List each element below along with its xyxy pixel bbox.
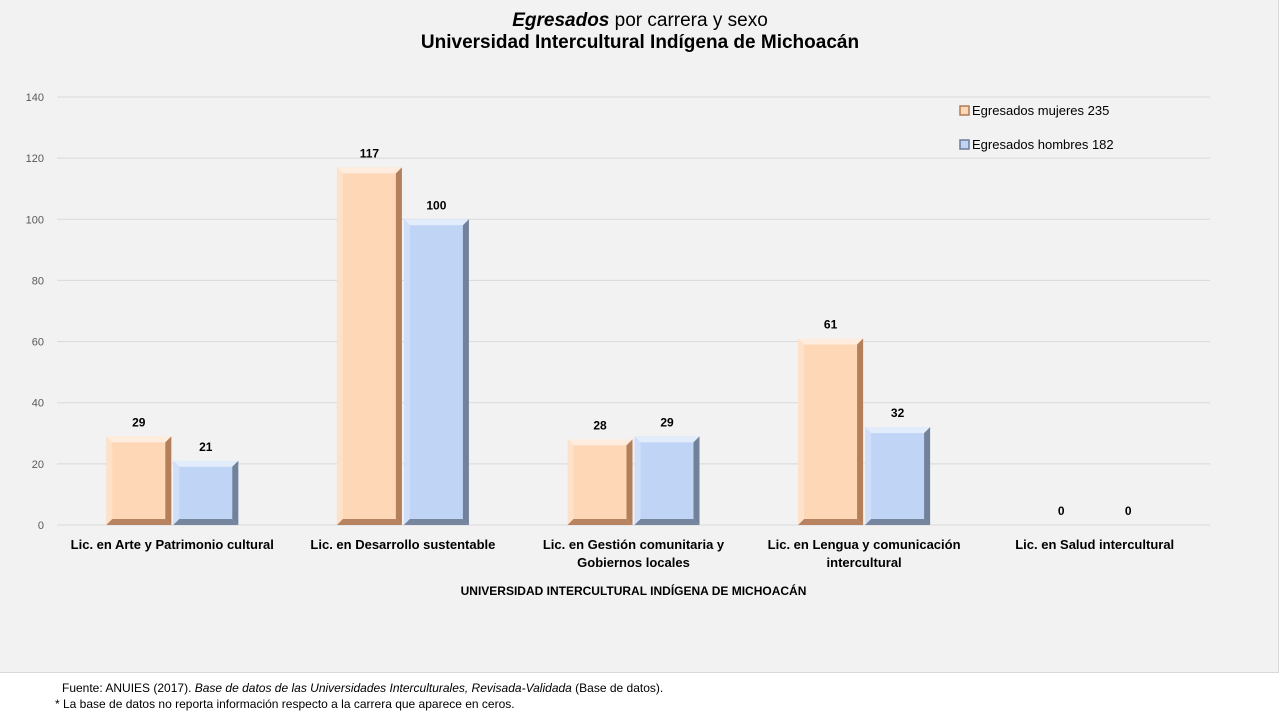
x-tick-label: Lic. en Salud intercultural [1015, 537, 1174, 552]
bar-bottom-bevel [173, 519, 239, 525]
bar-left-bevel [798, 338, 805, 525]
y-tick-label: 80 [32, 275, 44, 287]
bar-left-bevel [634, 436, 641, 525]
y-tick-label: 40 [32, 398, 44, 410]
footer: Fuente: ANUIES (2017). Base de datos de … [0, 680, 1280, 712]
bar-hombres [173, 460, 239, 525]
chart-title-italic: Egresados [512, 10, 610, 31]
legend-swatch [959, 105, 970, 116]
x-axis-title: UNIVERSIDAD INTERCULTURAL INDÍGENA DE MI… [461, 583, 807, 598]
bar-mujeres [106, 436, 172, 525]
bar-right-bevel [693, 436, 700, 525]
data-label: 21 [199, 440, 213, 454]
y-tick-label: 0 [38, 520, 44, 532]
data-label: 117 [360, 146, 380, 160]
data-label: 0 [1058, 504, 1065, 518]
data-label: 100 [426, 198, 446, 212]
bar-left-bevel [173, 460, 180, 525]
bar-right-bevel [232, 460, 239, 525]
bar-top-bevel [865, 427, 931, 434]
data-label: 29 [660, 415, 674, 429]
y-tick-label: 140 [26, 92, 44, 104]
y-tick-label: 60 [32, 337, 44, 349]
bar-left-bevel [336, 167, 343, 526]
chart-title-rest: por carrera y sexo [609, 10, 768, 31]
x-tick-label: Lic. en Lengua y comunicación [768, 537, 961, 552]
bar-right-bevel [395, 167, 402, 526]
y-tick-label: 100 [26, 214, 44, 226]
bar-hombres [634, 436, 700, 525]
bar-bottom-bevel [865, 519, 931, 525]
bar-bottom-bevel [634, 519, 700, 525]
bar-hombres [403, 219, 469, 526]
y-tick-label: 20 [32, 459, 44, 471]
data-label: 32 [891, 406, 905, 420]
bar-mujeres [798, 338, 864, 525]
source-line: Fuente: ANUIES (2017). Base de datos de … [0, 680, 1280, 696]
bar-bottom-bevel [336, 519, 402, 525]
y-tick-label: 120 [26, 153, 44, 165]
source-prefix: Fuente: ANUIES (2017). [62, 681, 195, 695]
bar-left-bevel [567, 439, 574, 525]
chart-area [0, 0, 1279, 673]
bar-right-bevel [626, 439, 633, 525]
data-label: 61 [824, 318, 838, 332]
bar-bottom-bevel [798, 519, 864, 525]
bar-right-bevel [857, 338, 864, 525]
legend-swatch [959, 139, 970, 150]
bar-bottom-bevel [403, 519, 469, 525]
bar-left-bevel [403, 219, 410, 526]
bar-left-bevel [106, 436, 113, 525]
bar-right-bevel [924, 427, 931, 525]
bar-top-bevel [106, 436, 172, 443]
bar-top-bevel [798, 338, 864, 345]
data-label: 28 [593, 418, 607, 432]
bar-top-bevel [173, 460, 239, 467]
chart-title-line1: Egresados por carrera y sexo [0, 10, 1280, 32]
bar-chart: 0 20 40 60 80 100 120 140 29 117 28 61 0 21 100 29 32 0 Li… [26, 92, 1210, 598]
bar-top-bevel [336, 167, 402, 174]
bar-top-bevel [567, 439, 633, 446]
bar-hombres [865, 427, 931, 525]
bar-top-bevel [634, 436, 700, 443]
x-tick-label: intercultural [827, 555, 902, 570]
bar-bottom-bevel [567, 519, 633, 525]
note-line: * La base de datos no reporta informació… [55, 697, 515, 711]
bar-mujeres [336, 167, 402, 526]
data-label: 29 [132, 415, 146, 429]
bar-bottom-bevel [106, 519, 172, 525]
bar-top-bevel [403, 219, 469, 226]
x-tick-label: Gobiernos locales [577, 555, 690, 570]
chart-title-line2: Universidad Intercultural Indígena de Mi… [420, 32, 860, 53]
bar-left-bevel [865, 427, 872, 525]
source-title: Base de datos de las Universidades Inter… [194, 681, 572, 695]
bar-mujeres [567, 439, 633, 525]
legend-entry: Egresados hombres 182 [972, 137, 1114, 152]
source-suffix: (Base de datos). [571, 681, 664, 695]
data-label: 0 [1125, 504, 1132, 518]
x-tick-label: Lic. en Arte y Patrimonio cultural [71, 537, 274, 552]
legend-entry: Egresados mujeres 235 [972, 103, 1109, 118]
bar-right-bevel [462, 219, 469, 526]
chart-title: Egresados por carrera y sexo Universidad… [0, 10, 1280, 54]
x-tick-label: Lic. en Gestión comunitaria y [543, 537, 725, 552]
bar-right-bevel [165, 436, 172, 525]
x-tick-label: Lic. en Desarrollo sustentable [310, 537, 495, 552]
